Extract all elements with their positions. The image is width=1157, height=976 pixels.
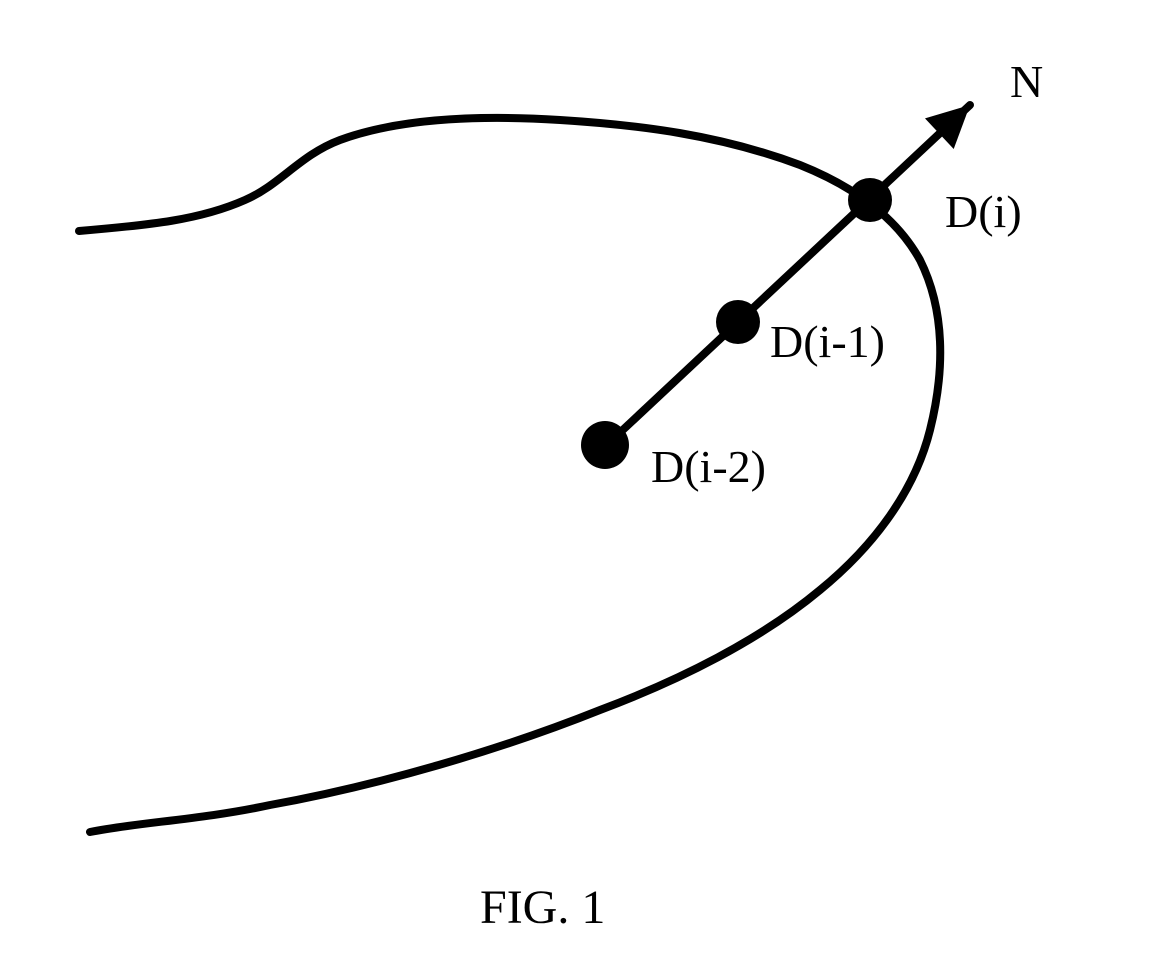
figure-caption: FIG. 1 [480, 880, 605, 935]
point-d-i-minus-2 [581, 421, 629, 469]
label-d-i: D(i) [945, 185, 1022, 238]
blob-curve [79, 118, 940, 832]
diagram-svg [0, 0, 1157, 971]
point-d-i [848, 178, 892, 222]
point-d-i-minus-1 [716, 300, 760, 344]
figure-diagram: N D(i) D(i-1) D(i-2) FIG. 1 [0, 0, 1157, 971]
label-d-i-minus-2: D(i-2) [651, 440, 766, 493]
label-n: N [1010, 55, 1043, 108]
label-d-i-minus-1: D(i-1) [770, 315, 885, 368]
